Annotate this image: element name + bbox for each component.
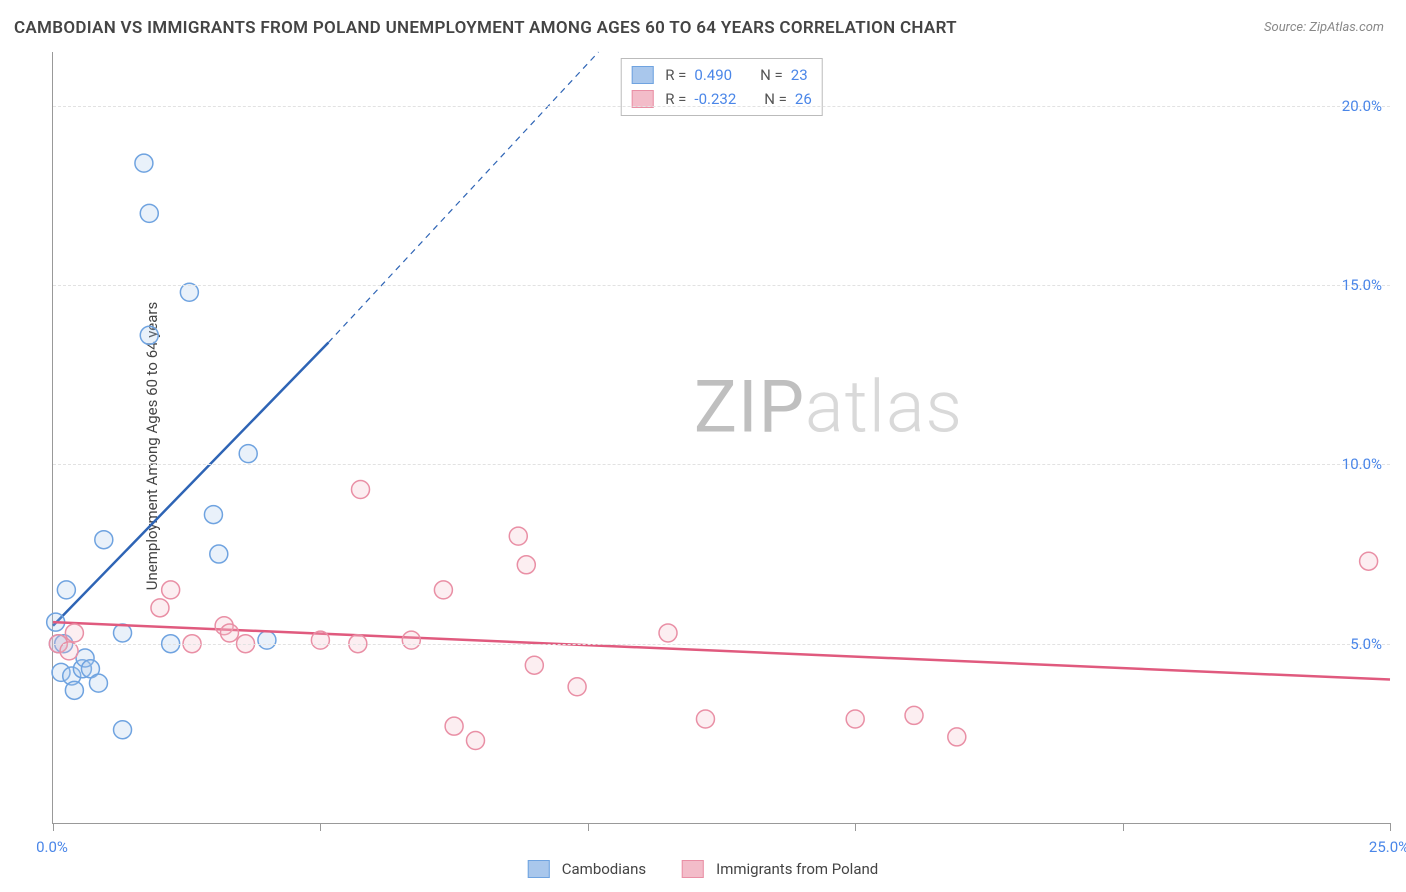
point-poland: [696, 710, 714, 728]
point-poland: [445, 717, 463, 735]
legend-label-cambodians: Cambodians: [562, 860, 646, 878]
r-value-cambodians: 0.490: [694, 63, 732, 87]
point-poland: [568, 678, 586, 696]
point-cambodians: [239, 445, 257, 463]
point-poland: [948, 728, 966, 746]
point-poland: [65, 624, 83, 642]
regression-line-poland: [53, 622, 1390, 679]
point-cambodians: [135, 154, 153, 172]
swatch-cambodians: [631, 66, 653, 84]
r-label: R =: [665, 63, 686, 87]
legend-item-poland: Immigrants from Poland: [682, 860, 878, 878]
chart-svg: [53, 52, 1390, 823]
gridline: [53, 644, 1390, 645]
r-value-poland: -0.232: [694, 87, 736, 111]
point-poland: [517, 556, 535, 574]
x-tick-label: 0.0%: [36, 838, 68, 856]
point-cambodians: [89, 674, 107, 692]
point-poland: [434, 581, 452, 599]
point-poland: [151, 599, 169, 617]
point-cambodians: [114, 721, 132, 739]
point-cambodians: [140, 204, 158, 222]
r-label: R =: [665, 87, 686, 111]
gridline: [53, 285, 1390, 286]
correlation-legend: R = 0.490 N = 23 R = -0.232 N = 26: [620, 58, 823, 116]
point-cambodians: [95, 531, 113, 549]
point-cambodians: [140, 326, 158, 344]
series-legend: Cambodians Immigrants from Poland: [528, 860, 878, 878]
point-poland: [466, 732, 484, 750]
x-tick: [1390, 823, 1391, 831]
plot-area: R = 0.490 N = 23 R = -0.232 N = 26 ZIPat…: [52, 52, 1390, 824]
point-poland: [659, 624, 677, 642]
chart-title: CAMBODIAN VS IMMIGRANTS FROM POLAND UNEM…: [14, 18, 957, 38]
legend-row-poland: R = -0.232 N = 26: [631, 87, 812, 111]
point-cambodians: [258, 631, 276, 649]
x-tick: [320, 823, 321, 831]
point-poland: [509, 527, 527, 545]
point-poland: [311, 631, 329, 649]
x-tick: [53, 823, 54, 831]
point-poland: [402, 631, 420, 649]
y-tick-label: 20.0%: [1342, 97, 1382, 115]
n-label: N =: [760, 63, 783, 87]
point-poland: [846, 710, 864, 728]
legend-label-poland: Immigrants from Poland: [716, 860, 878, 878]
point-poland: [162, 581, 180, 599]
x-tick: [1123, 823, 1124, 831]
x-tick: [855, 823, 856, 831]
point-poland: [220, 624, 238, 642]
y-tick-label: 15.0%: [1342, 276, 1382, 294]
regression-dashed-cambodians: [328, 52, 598, 342]
point-poland: [525, 656, 543, 674]
source-attribution: Source: ZipAtlas.com: [1264, 20, 1384, 35]
point-cambodians: [210, 545, 228, 563]
point-poland: [1360, 552, 1378, 570]
point-poland: [905, 706, 923, 724]
n-value-cambodians: 23: [791, 63, 808, 87]
swatch-poland-bottom: [682, 860, 704, 878]
x-tick: [588, 823, 589, 831]
gridline: [53, 464, 1390, 465]
swatch-cambodians-bottom: [528, 860, 550, 878]
regression-line-cambodians: [53, 342, 328, 625]
point-cambodians: [204, 506, 222, 524]
y-tick-label: 5.0%: [1350, 635, 1382, 653]
legend-row-cambodians: R = 0.490 N = 23: [631, 63, 812, 87]
point-cambodians: [57, 581, 75, 599]
point-cambodians: [65, 681, 83, 699]
point-poland: [352, 480, 370, 498]
legend-item-cambodians: Cambodians: [528, 860, 646, 878]
x-tick-label: 25.0%: [1369, 838, 1406, 856]
gridline: [53, 106, 1390, 107]
y-tick-label: 10.0%: [1342, 455, 1382, 473]
n-value-poland: 26: [795, 87, 812, 111]
n-label: N =: [764, 87, 787, 111]
